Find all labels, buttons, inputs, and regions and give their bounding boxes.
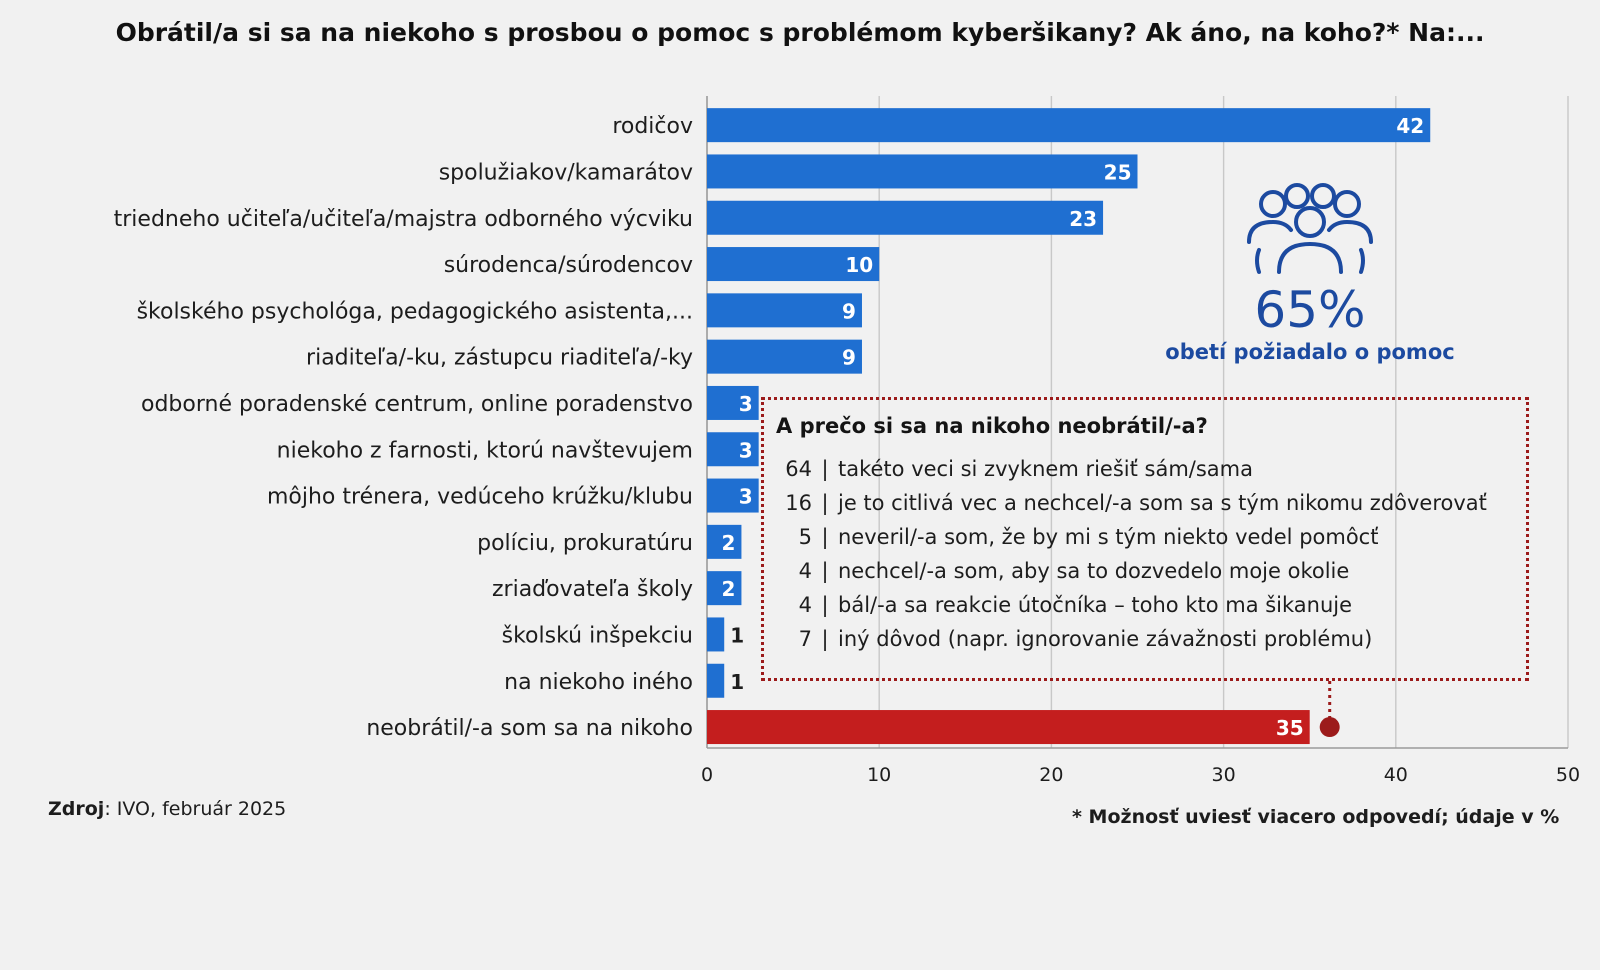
x-tick-label: 30: [1212, 764, 1236, 786]
category-label: triedneho učiteľa/učiteľa/majstra odborn…: [114, 207, 693, 232]
reason-text: iný dôvod (napr. ignorovanie závažnosti …: [838, 627, 1373, 651]
value-label: 10: [845, 253, 873, 277]
reason-row: 16 | je to citlivá vec a nechcel/-a som sa…: [776, 486, 1516, 520]
reason-text: je to citlivá vec a nechcel/-a som sa s …: [838, 491, 1487, 515]
help-callout: 65% obetí požiadalo o pomoc: [1130, 180, 1490, 364]
reason-value: 64: [785, 457, 812, 481]
footnote: * Možnosť uviesť viacero odpovedí; údaje…: [1072, 806, 1560, 828]
value-label: 2: [722, 531, 736, 555]
value-label: 9: [842, 346, 856, 370]
reason-value: 5: [798, 525, 812, 549]
connector-dot: [1319, 717, 1340, 738]
category-label: rodičov: [612, 114, 693, 139]
reason-row: 7 | iný dôvod (napr. ignorovanie závažnost…: [776, 622, 1516, 656]
reason-value: 7: [798, 627, 812, 651]
value-label: 42: [1396, 114, 1424, 138]
reason-separator: |: [821, 525, 829, 549]
reason-separator: |: [821, 559, 829, 583]
value-label: 25: [1104, 160, 1132, 184]
category-label: riaditeľa/-ku, zástupcu riaditeľa/-ky: [306, 346, 693, 371]
bar: [707, 432, 759, 467]
bar: [707, 108, 1431, 143]
category-label: neobrátil/-a som sa na nikoho: [366, 716, 693, 741]
category-label: súrodenca/súrodencov: [444, 253, 693, 278]
bar: [707, 524, 742, 559]
bar: [707, 247, 880, 282]
value-label: 23: [1069, 207, 1097, 231]
category-label: políciu, prokuratúru: [477, 531, 693, 556]
reason-value: 16: [785, 491, 812, 515]
callout-text: obetí požiadalo o pomoc: [1165, 340, 1455, 364]
x-tick-label: 10: [867, 764, 891, 786]
reason-text: takéto veci si zvyknem riešiť sám/sama: [838, 457, 1253, 481]
reason-separator: |: [821, 457, 829, 481]
x-tick-label: 40: [1384, 764, 1408, 786]
reason-text: neveril/-a som, že by mi s tým niekto ve…: [838, 525, 1379, 549]
reason-text: bál/-a sa reakcie útočníka – toho kto ma…: [838, 593, 1353, 617]
value-label: 3: [739, 485, 753, 509]
source-text: : IVO, február 2025: [104, 798, 287, 820]
reason-text: nechcel/-a som, aby sa to dozvedelo moje…: [838, 559, 1350, 583]
reason-row: 4 | bál/-a sa reakcie útočníka – toho kto …: [776, 588, 1516, 622]
category-label: spolužiakov/kamarátov: [439, 160, 693, 185]
callout-value: 65%: [1254, 281, 1366, 339]
reason-value: 4: [798, 593, 812, 617]
value-label: 9: [842, 299, 856, 323]
category-label: školského psychológa, pedagogického asis…: [137, 299, 693, 324]
bar: [707, 478, 759, 513]
value-label: 1: [730, 670, 744, 694]
chart-title: Obrátil/a si sa na niekoho s prosbou o p…: [115, 18, 1485, 47]
bar: [707, 617, 725, 652]
category-label: na niekoho iného: [504, 670, 693, 695]
reasons-list: 64 | takéto veci si zvyknem riešiť sám/sam…: [776, 452, 1516, 656]
x-tick-label: 20: [1039, 764, 1063, 786]
x-tick-label: 50: [1556, 764, 1580, 786]
reason-row: 5 | neveril/-a som, že by mi s tým niekto …: [776, 520, 1516, 554]
value-label: 35: [1276, 716, 1304, 740]
value-label: 3: [739, 392, 753, 416]
category-label: školskú inšpekciu: [502, 623, 693, 648]
reason-value: 4: [798, 559, 812, 583]
reasons-title: A prečo si sa na nikoho neobrátil/-a?: [776, 414, 1208, 438]
source-note: Zdroj: IVO, február 2025: [48, 798, 286, 820]
reasons-box: A prečo si sa na nikoho neobrátil/-a? 64…: [761, 397, 1529, 681]
value-label: 3: [739, 438, 753, 462]
x-tick-label: 0: [701, 764, 713, 786]
category-label: odborné poradenské centrum, online porad…: [141, 392, 693, 417]
reason-separator: |: [821, 491, 829, 515]
value-label: 1: [730, 623, 744, 647]
reason-separator: |: [821, 593, 829, 617]
reason-row: 4 | nechcel/-a som, aby sa to dozvedelo mo…: [776, 554, 1516, 588]
category-label: môjho trénera, vedúceho krúžku/klubu: [267, 485, 693, 510]
people-group-icon: [1247, 183, 1373, 274]
bar: [707, 200, 1104, 235]
bar: [707, 571, 742, 606]
category-label: zriaďovateľa školy: [492, 577, 693, 602]
bar: [707, 710, 1310, 745]
reason-separator: |: [821, 627, 829, 651]
source-label: Zdroj: [48, 798, 105, 820]
bar: [707, 385, 759, 420]
value-label: 2: [722, 577, 736, 601]
reason-row: 64 | takéto veci si zvyknem riešiť sám/sam…: [776, 452, 1516, 486]
bar: [707, 663, 725, 698]
category-label: niekoho z farnosti, ktorú navštevujem: [277, 438, 693, 463]
bar: [707, 339, 862, 374]
bar: [707, 154, 1138, 189]
bar: [707, 293, 862, 328]
